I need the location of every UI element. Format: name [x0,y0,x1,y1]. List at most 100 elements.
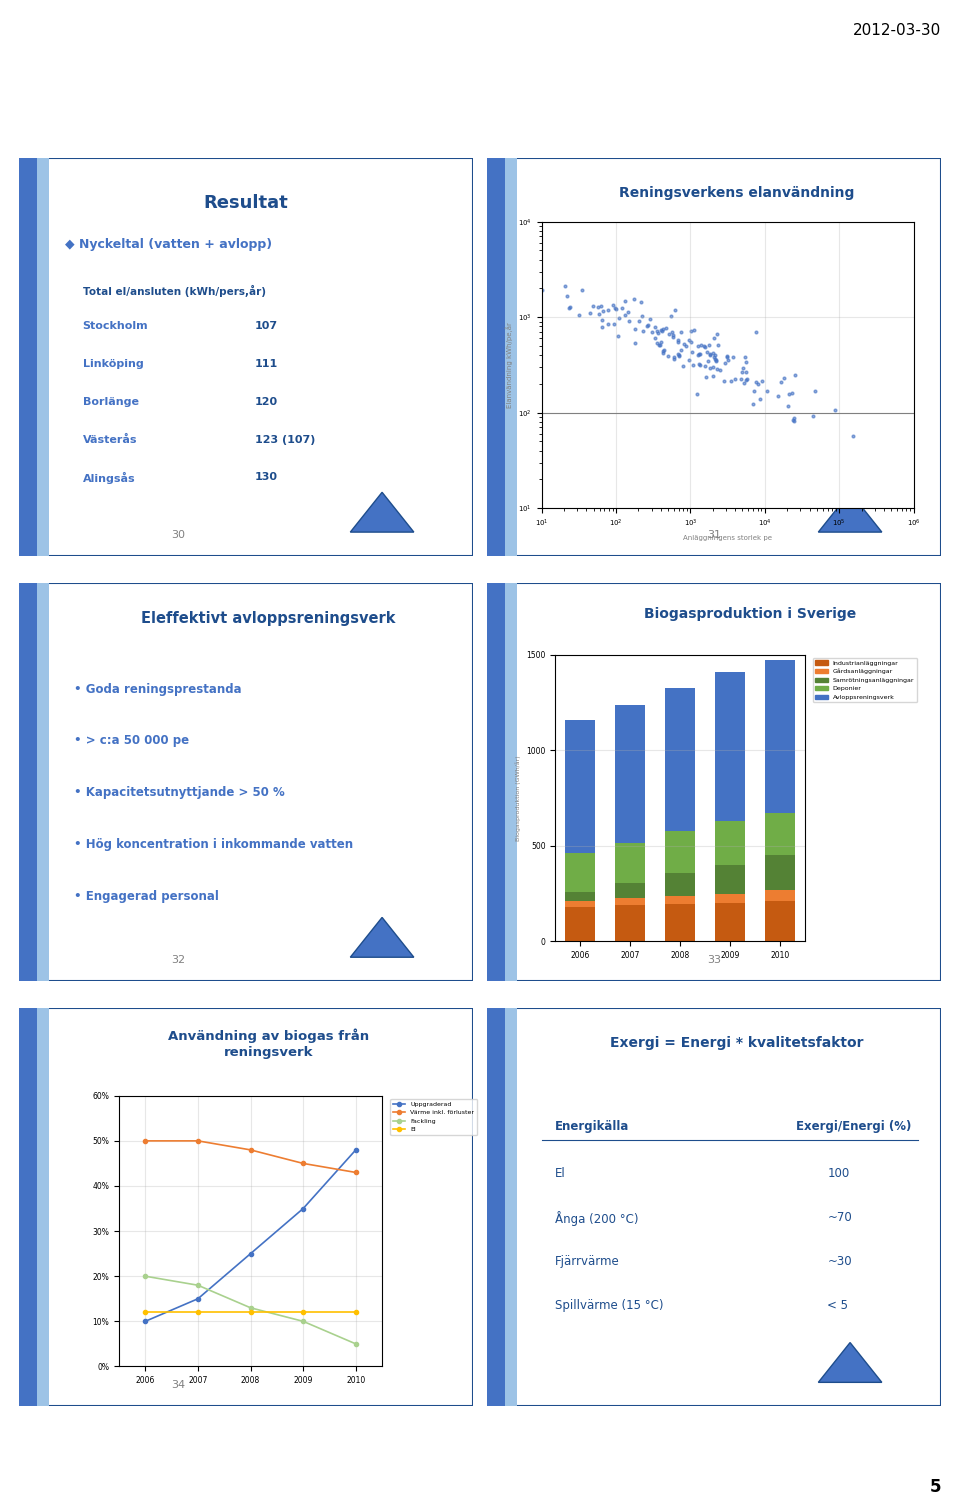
Point [745,391,760,415]
Text: 32: 32 [171,955,185,966]
Point [737,344,753,368]
Point [679,334,694,358]
Point [639,314,655,338]
Värme inkl. förluster [192,1133,204,1151]
Point [590,295,606,319]
Point [632,310,647,334]
Point [654,317,669,341]
Text: 123 (107): 123 (107) [255,435,316,445]
Point [609,298,624,322]
Point [652,332,667,356]
Point [719,344,734,368]
Point [692,341,708,365]
Point [572,302,588,326]
Point [693,332,708,356]
Text: Energikälla: Energikälla [555,1119,630,1133]
Point [594,308,610,332]
Point [777,367,792,391]
Bar [715,672,745,821]
Bar [615,842,645,883]
Point [708,349,723,373]
Point [692,352,708,376]
Point [559,284,574,308]
Point [558,274,573,298]
Text: Eleffektivt avloppsreningsverk: Eleffektivt avloppsreningsverk [141,611,396,626]
Point [711,358,727,382]
Point [784,382,800,406]
Point [716,368,732,393]
Text: 5: 5 [929,1478,941,1496]
Point [702,332,717,356]
Värme inkl. förluster [350,1164,362,1182]
Point [805,405,821,429]
Text: 33: 33 [707,955,721,966]
Bar [765,856,795,890]
Point [656,317,671,341]
Point [759,379,775,403]
Point [563,295,578,319]
Point [671,329,686,353]
Text: Alingsås: Alingsås [83,472,135,484]
Y-axis label: Biogasproduktion (GWh/år): Biogasproduktion (GWh/år) [515,755,520,841]
Point [787,406,803,430]
Point [707,347,722,371]
Point [612,307,627,331]
Point [582,301,597,325]
Point [595,299,611,323]
Point [649,331,664,355]
Point [724,370,739,394]
Point [626,287,641,311]
Text: Reningsverkens elanvändning: Reningsverkens elanvändning [619,186,854,200]
Point [574,278,589,302]
El [245,1304,256,1322]
Bar [665,874,695,896]
Point [753,387,768,411]
El [350,1304,362,1322]
Point [652,332,667,356]
Point [664,320,680,344]
Bar [615,705,645,842]
Point [709,356,725,381]
Point [684,340,699,364]
Text: 107: 107 [255,322,278,331]
Bar [487,1008,505,1406]
Point [684,319,699,343]
Point [659,316,674,340]
Legend: Industrianläggningar, Gårdsanläggningar, Samrötningsanläggningar, Deponier, Avlo: Industrianläggningar, Gårdsanläggningar,… [813,657,917,702]
Line: Värme inkl. förluster: Värme inkl. förluster [143,1139,358,1175]
Point [828,399,843,423]
Text: Spillvärme (15 °C): Spillvärme (15 °C) [555,1299,663,1311]
Uppgraderad [350,1142,362,1160]
Line: Fackling: Fackling [143,1274,358,1346]
Point [620,301,636,325]
Bar [37,584,49,981]
Text: Biogasproduktion i Sverige: Biogasproduktion i Sverige [644,608,856,621]
Text: 100: 100 [828,1167,850,1181]
Bar [565,720,595,853]
Polygon shape [350,917,414,957]
Text: Borlänge: Borlänge [83,397,138,406]
Point [673,337,688,361]
Point [640,313,656,337]
Text: 111: 111 [255,359,278,368]
Text: ◆ Nyckeltal (vatten + avlopp): ◆ Nyckeltal (vatten + avlopp) [64,238,272,251]
Point [746,379,761,403]
Text: Resultat: Resultat [204,194,288,212]
Point [728,367,743,391]
Bar [487,158,505,556]
Point [710,332,726,356]
Point [690,334,706,358]
Text: ~30: ~30 [828,1254,852,1268]
Point [660,322,676,346]
Bar [615,905,645,942]
Point [614,296,630,320]
Point [667,298,683,322]
Point [671,341,686,365]
Point [606,311,621,335]
Fackling [350,1336,362,1354]
Point [770,384,785,408]
Bar [615,883,645,898]
Point [708,347,724,371]
Uppgraderad [245,1245,256,1263]
Point [705,341,720,365]
